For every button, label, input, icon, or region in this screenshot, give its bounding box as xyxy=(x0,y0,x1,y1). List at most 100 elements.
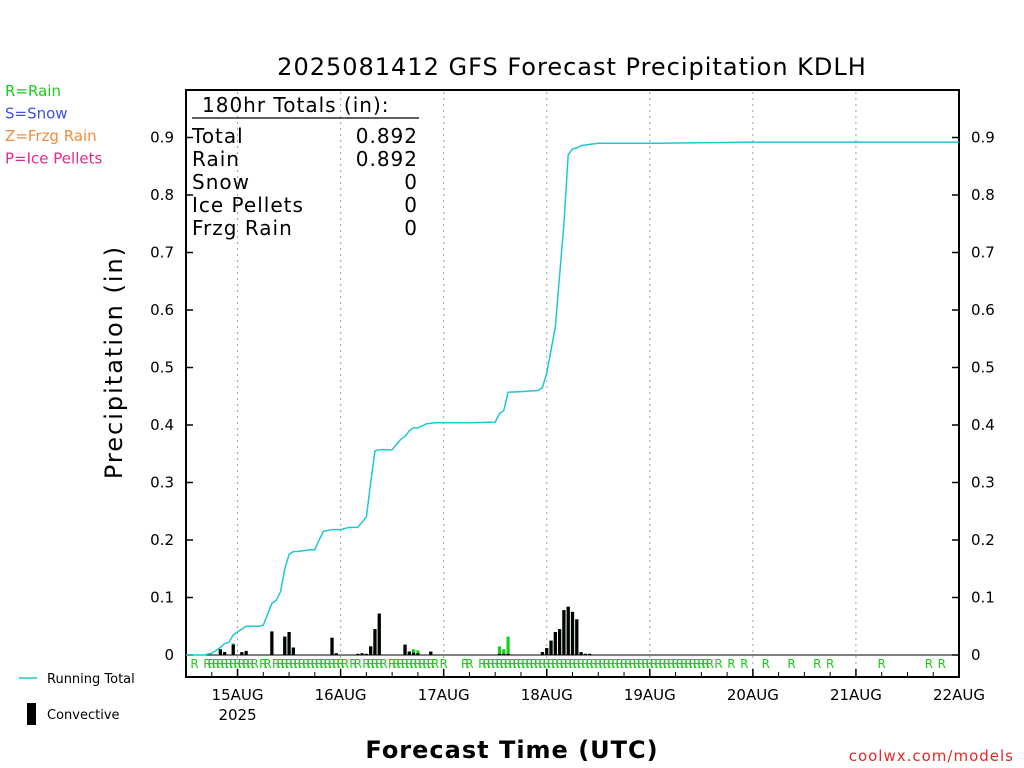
rain-marker: R xyxy=(375,657,383,671)
convective-bar xyxy=(549,640,553,655)
convective-bar xyxy=(411,652,416,655)
rain-marker: R xyxy=(671,657,679,671)
rain-marker: R xyxy=(684,657,692,671)
series-legend: Running Total Convective xyxy=(19,672,135,725)
y-axis-label: Precipitation (in) xyxy=(100,245,128,479)
convective-bar xyxy=(403,644,407,655)
plot-frame xyxy=(185,89,960,678)
rain-marker: R xyxy=(654,657,662,671)
y-tick-label: 0.4 xyxy=(971,416,995,434)
convective-bar xyxy=(244,650,248,655)
precip-bars xyxy=(218,606,592,655)
convective-bar xyxy=(369,646,373,655)
running-total-line xyxy=(186,141,959,656)
rain-marker: R xyxy=(689,657,697,671)
rain-marker: R xyxy=(289,657,297,671)
convective-bar xyxy=(330,637,334,655)
rain-marker: R xyxy=(598,657,606,671)
y-tick-label: 0.8 xyxy=(971,186,995,204)
rain-marker: R xyxy=(431,657,439,671)
x-tick-label: 16AUG xyxy=(315,686,367,704)
rain-marker: R xyxy=(324,657,332,671)
convective-bar xyxy=(364,653,368,655)
rain-marker: R xyxy=(251,657,259,671)
rain-marker: R xyxy=(762,657,770,671)
rain-marker: R xyxy=(482,657,490,671)
rain-marker: R xyxy=(697,657,705,671)
rain-marker: R xyxy=(212,657,220,671)
convective-bar xyxy=(566,606,570,655)
convective-bar xyxy=(588,653,592,655)
y-tick-label: 0.1 xyxy=(971,589,995,607)
rain-marker: R xyxy=(427,657,435,671)
convective-bar xyxy=(545,648,549,655)
convective-bar xyxy=(356,653,360,655)
rain-marker: R xyxy=(878,657,886,671)
rain-marker: R xyxy=(727,657,735,671)
rain-marker: R xyxy=(461,657,469,671)
rain-marker: R xyxy=(190,657,198,671)
rain-marker: R xyxy=(298,657,306,671)
rain-marker: R xyxy=(392,657,400,671)
x-tick-label: 17AUG xyxy=(418,686,470,704)
convective-bar xyxy=(223,652,227,655)
rain-marker: R xyxy=(564,657,572,671)
rain-marker: R xyxy=(397,657,405,671)
type-legend-item: P=Ice Pellets xyxy=(5,150,102,168)
series-legend-label: Convective xyxy=(47,708,120,723)
rain-marker: R xyxy=(714,657,722,671)
x-tick-label: 19AUG xyxy=(624,686,676,704)
totals-value: 0 xyxy=(404,170,418,194)
rain-marker: R xyxy=(306,657,314,671)
y-tick-label: 0.3 xyxy=(150,474,174,492)
convective-bar xyxy=(553,632,557,655)
rain-marker: R xyxy=(246,657,254,671)
rain-marker: R xyxy=(543,657,551,671)
rain-marker: R xyxy=(577,657,585,671)
rain-marker: R xyxy=(362,657,370,671)
type-legend-item: S=Snow xyxy=(5,105,68,123)
convective-bar xyxy=(416,653,420,655)
convective-bar xyxy=(283,636,287,655)
rain-marker: R xyxy=(508,657,516,671)
y-tick-label: 0.9 xyxy=(150,129,174,147)
rain-marker: R xyxy=(285,657,293,671)
rain-marker: R xyxy=(371,657,379,671)
rain-marker: R xyxy=(500,657,508,671)
rain-marker: R xyxy=(659,657,667,671)
rain-marker: R xyxy=(366,657,374,671)
rain-marker: R xyxy=(336,657,344,671)
y-axis-right: 0 0.1 0.2 0.3 0.4 0.5 0.6 0.7 0.8 0.9 xyxy=(952,129,995,664)
convective-bar xyxy=(579,652,583,655)
y-tick-label: 0 xyxy=(164,646,174,664)
x-gridlines xyxy=(186,92,959,677)
convective-bar xyxy=(291,647,295,655)
rain-marker: R xyxy=(414,657,422,671)
convective-bar xyxy=(562,610,566,655)
totals-header: 180hr Totals (in): xyxy=(202,93,390,117)
rain-marker: R xyxy=(826,657,834,671)
credit-link[interactable]: coolwx.com/models xyxy=(849,747,1014,765)
y-tick-label: 0.1 xyxy=(150,589,174,607)
y-tick-label: 0 xyxy=(971,646,981,664)
rain-marker: R xyxy=(225,657,233,671)
convective-bar xyxy=(506,653,510,655)
convective-bar xyxy=(407,651,411,655)
series-legend-swatch xyxy=(27,703,36,725)
rain-marker: R xyxy=(388,657,396,671)
rain-marker: R xyxy=(680,657,688,671)
rain-marker: R xyxy=(504,657,512,671)
rain-marker: R xyxy=(813,657,821,671)
rain-bar xyxy=(497,646,502,655)
x-tick-label: 20AUG xyxy=(727,686,779,704)
rain-marker: R xyxy=(787,657,795,671)
y-axis-left: 0 0.1 0.2 0.3 0.4 0.5 0.6 0.7 0.8 0.9 xyxy=(150,129,193,664)
rain-marker: R xyxy=(328,657,336,671)
totals-label: Frzg Rain xyxy=(192,216,293,240)
x-tick-label: 15AUG xyxy=(212,686,264,704)
convective-bar xyxy=(373,629,377,655)
y-tick-label: 0.7 xyxy=(150,244,174,262)
rain-marker: R xyxy=(422,657,430,671)
convective-bar xyxy=(558,629,562,655)
rain-marker: R xyxy=(354,657,362,671)
